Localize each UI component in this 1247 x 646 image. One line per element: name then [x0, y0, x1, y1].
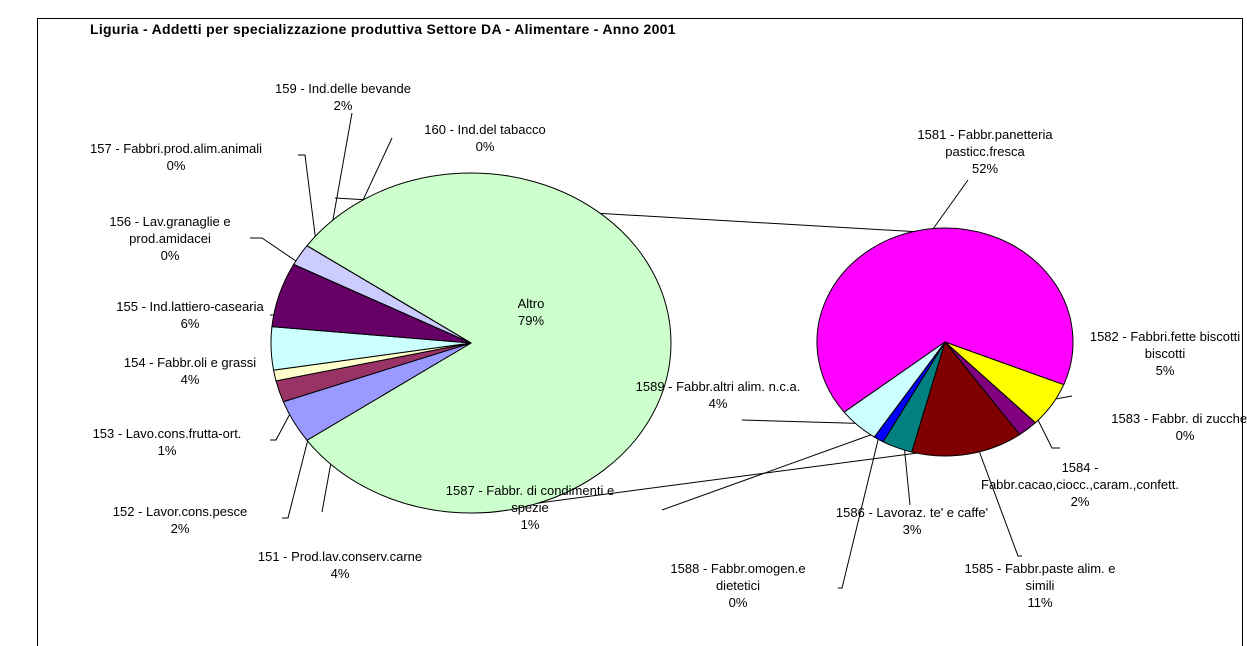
data-label: 1581 - Fabbr.panetteria pasticc.fresca 52…: [890, 126, 1080, 177]
label-name: 159 - Ind.delle bevande: [275, 81, 411, 96]
label-name: 152 - Lavor.cons.pesce: [112, 504, 248, 519]
label-value: 0%: [166, 158, 186, 173]
data-label: 1582 - Fabbri.fette biscotti biscotti 5%: [1075, 328, 1247, 379]
pie-slice: [816, 227, 1074, 413]
label-value: 2%: [333, 98, 353, 113]
label-value: 4%: [180, 372, 200, 387]
label-name: Altro: [517, 296, 545, 311]
data-label: Altro 79%: [491, 295, 571, 329]
label-name: 155 - Ind.lattiero-casearia: [116, 299, 264, 314]
leader-line: [1035, 415, 1060, 449]
label-value: 2%: [170, 521, 190, 536]
label-name: 1586 - Lavoraz. te' e caffe': [835, 505, 989, 520]
label-value: 1%: [157, 443, 177, 458]
pie-slice: [843, 341, 946, 438]
label-value: 11%: [1027, 595, 1053, 610]
connector-line: [469, 448, 949, 513]
data-label: 1583 - Fabbr. di zucchero 0%: [1085, 410, 1247, 444]
label-value: 5%: [1155, 363, 1175, 378]
leader-line: [298, 154, 321, 275]
data-label: 155 - Ind.lattiero-casearia 6%: [80, 298, 300, 332]
label-name: 1589 - Fabbr.altri alim. n.c.a.: [635, 379, 801, 394]
pie-slice: [292, 245, 472, 344]
label-value: 4%: [708, 396, 728, 411]
label-name: 1582 - Fabbri.fette biscotti biscotti: [1089, 329, 1241, 361]
data-label: 1589 - Fabbr.altri alim. n.c.a. 4%: [598, 378, 838, 412]
label-name: 1581 - Fabbr.panetteria pasticc.fresca: [917, 127, 1053, 159]
label-value: 0%: [728, 595, 748, 610]
label-value: 0%: [160, 248, 180, 263]
data-label: 154 - Fabbr.oli e grassi 4%: [90, 354, 290, 388]
data-label: 151 - Prod.lav.conserv.carne 4%: [210, 548, 470, 582]
label-name: 1585 - Fabbr.paste alim. e simili: [964, 561, 1116, 593]
label-name: 1584 - Fabbr.cacao,ciocc.,caram.,confett…: [981, 460, 1179, 492]
chart-title: Liguria - Addetti per specializzazione p…: [90, 21, 676, 37]
label-name: 154 - Fabbr.oli e grassi: [123, 355, 257, 370]
label-value: 79%: [517, 313, 545, 328]
data-label: 156 - Lav.granaglie e prod.amidacei 0%: [85, 213, 255, 264]
label-value: 2%: [1070, 494, 1090, 509]
data-label: 1584 - Fabbr.cacao,ciocc.,caram.,confett…: [973, 459, 1188, 510]
label-value: 4%: [330, 566, 350, 581]
data-label: 159 - Ind.delle bevande 2%: [233, 80, 453, 114]
data-label: 153 - Lavo.cons.frutta-ort. 1%: [57, 425, 277, 459]
label-name: 157 - Fabbri.prod.alim.animali: [90, 141, 262, 156]
label-name: 1588 - Fabbr.omogen.e dietetici: [670, 561, 806, 593]
leader-line: [838, 435, 880, 589]
leader-line: [974, 439, 1022, 557]
data-label: 1585 - Fabbr.paste alim. e simili 11%: [955, 560, 1125, 611]
leader-line: [903, 443, 911, 506]
label-name: 153 - Lavo.cons.frutta-ort.: [92, 426, 242, 441]
label-value: 3%: [902, 522, 922, 537]
chart-frame: [37, 18, 1243, 646]
data-label: 152 - Lavor.cons.pesce 2%: [70, 503, 290, 537]
label-name: 1583 - Fabbr. di zucchero: [1111, 411, 1247, 426]
label-name: 160 - Ind.del tabacco: [424, 122, 546, 137]
data-label: 1588 - Fabbr.omogen.e dietetici 0%: [653, 560, 823, 611]
pie-slice: [306, 172, 672, 514]
data-label: 1587 - Fabbr. di condimenti e spezie 1%: [430, 482, 630, 533]
label-value: 6%: [180, 316, 200, 331]
label-value: 1%: [520, 517, 540, 532]
data-label: 1586 - Lavoraz. te' e caffe' 3%: [802, 504, 1022, 538]
label-name: 151 - Prod.lav.conserv.carne: [257, 549, 423, 564]
label-name: 156 - Lav.granaglie e prod.amidacei: [109, 214, 231, 246]
label-value: 52%: [971, 161, 999, 176]
label-value: 0%: [1175, 428, 1195, 443]
leader-line: [661, 432, 877, 511]
pie-slice: [911, 340, 1021, 457]
label-name: 1587 - Fabbr. di condimenti e spezie: [445, 483, 615, 515]
data-label: 160 - Ind.del tabacco 0%: [385, 121, 585, 155]
data-label: 157 - Fabbri.prod.alim.animali 0%: [51, 140, 301, 174]
leader-line: [927, 179, 969, 237]
label-value: 0%: [475, 139, 495, 154]
